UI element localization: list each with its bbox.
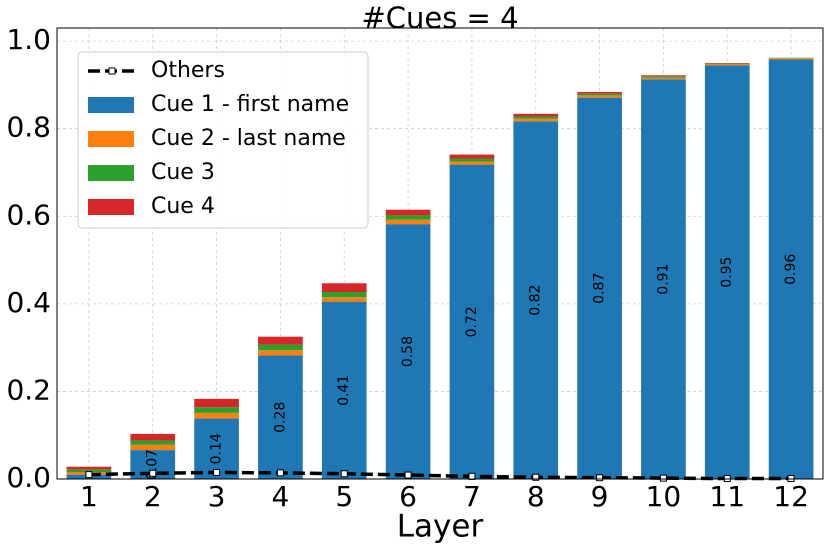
x-tick-label: 10 [646,480,682,513]
bar [130,440,175,444]
bar [322,297,367,301]
value-label: 0.95 [719,257,735,288]
bar [641,77,686,79]
bar [67,467,112,470]
value-label: 0.28 [272,402,288,433]
x-tick-label: 4 [272,480,290,513]
bar [577,95,622,97]
legend-label: Cue 1 - first name [151,92,349,117]
line-marker [341,471,347,477]
y-tick-label: 1.0 [6,23,51,56]
bar [513,116,558,118]
y-tick-label: 0.0 [6,461,51,494]
x-axis-label: Layer [397,509,484,545]
y-tick-label: 0.6 [6,198,51,231]
bar [450,162,495,165]
legend-swatch [88,131,134,147]
value-label: 0.91 [655,264,671,295]
x-tick-label: 5 [335,480,353,513]
bar [641,76,686,77]
bar [450,155,495,159]
bar [769,58,814,59]
legend-swatch [88,97,134,113]
y-tick-label: 0.2 [6,373,51,406]
x-tick-label: 9 [591,480,609,513]
value-label: 0.82 [528,285,544,316]
legend-label: Others [151,58,225,83]
legend-swatch [88,199,134,215]
line-marker [405,472,411,478]
y-tick-label: 0.8 [6,111,51,144]
chart-title: #Cues = 4 [361,1,518,35]
value-label: 0.14 [209,433,225,464]
x-tick-label: 7 [463,480,481,513]
value-label: 0.72 [464,306,480,337]
bar [258,350,303,355]
bar [641,75,686,76]
legend-swatch [109,68,115,74]
line-marker [597,475,603,481]
line-marker [277,470,283,476]
x-tick-label: 8 [527,480,545,513]
value-label: 0.58 [400,336,416,367]
bar [577,94,622,96]
x-tick-label: 12 [773,480,809,513]
legend-label: Cue 2 - last name [151,126,346,151]
x-tick-label: 11 [709,480,745,513]
x-tick-label: 6 [399,480,417,513]
bar [386,210,431,216]
line-marker [660,475,666,481]
legend-swatch [88,165,134,181]
bar [513,119,558,122]
value-label: 0.96 [783,254,799,285]
bar [577,92,622,94]
bar [322,283,367,292]
line-marker [214,469,220,475]
bar [322,292,367,297]
bar [194,399,239,407]
legend-label: Cue 3 [151,160,215,185]
bar [130,445,175,450]
legend-label: Cue 4 [151,194,215,219]
bar [386,215,431,219]
bar [450,158,495,161]
line-marker [86,472,92,478]
x-tick-label: 3 [208,480,226,513]
bar [130,434,175,441]
bar [386,220,431,224]
bar [258,345,303,351]
bar [513,114,558,117]
line-marker [469,473,475,479]
line-marker [150,470,156,476]
value-label: 0.87 [592,273,608,304]
bar [258,337,303,345]
bar [705,64,750,65]
bar [194,407,239,413]
x-tick-label: 1 [80,480,98,513]
bar [194,413,239,419]
x-tick-label: 2 [144,480,162,513]
y-tick-label: 0.4 [6,286,51,319]
value-label: 0.41 [336,375,352,406]
